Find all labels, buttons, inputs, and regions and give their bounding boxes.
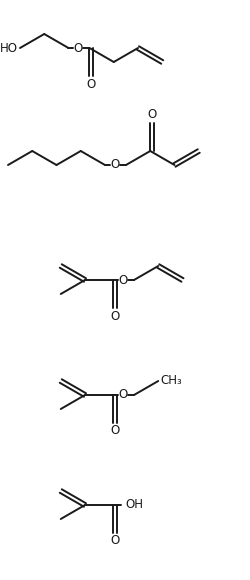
Text: O: O <box>110 158 120 172</box>
Text: OH: OH <box>125 498 143 512</box>
Text: O: O <box>118 389 128 401</box>
Text: O: O <box>110 535 120 548</box>
Text: O: O <box>148 108 157 121</box>
Text: O: O <box>110 310 120 322</box>
Text: HO: HO <box>0 42 18 55</box>
Text: CH₃: CH₃ <box>160 375 182 387</box>
Text: O: O <box>118 274 128 287</box>
Text: O: O <box>87 78 96 90</box>
Text: O: O <box>110 425 120 437</box>
Text: O: O <box>74 42 83 55</box>
